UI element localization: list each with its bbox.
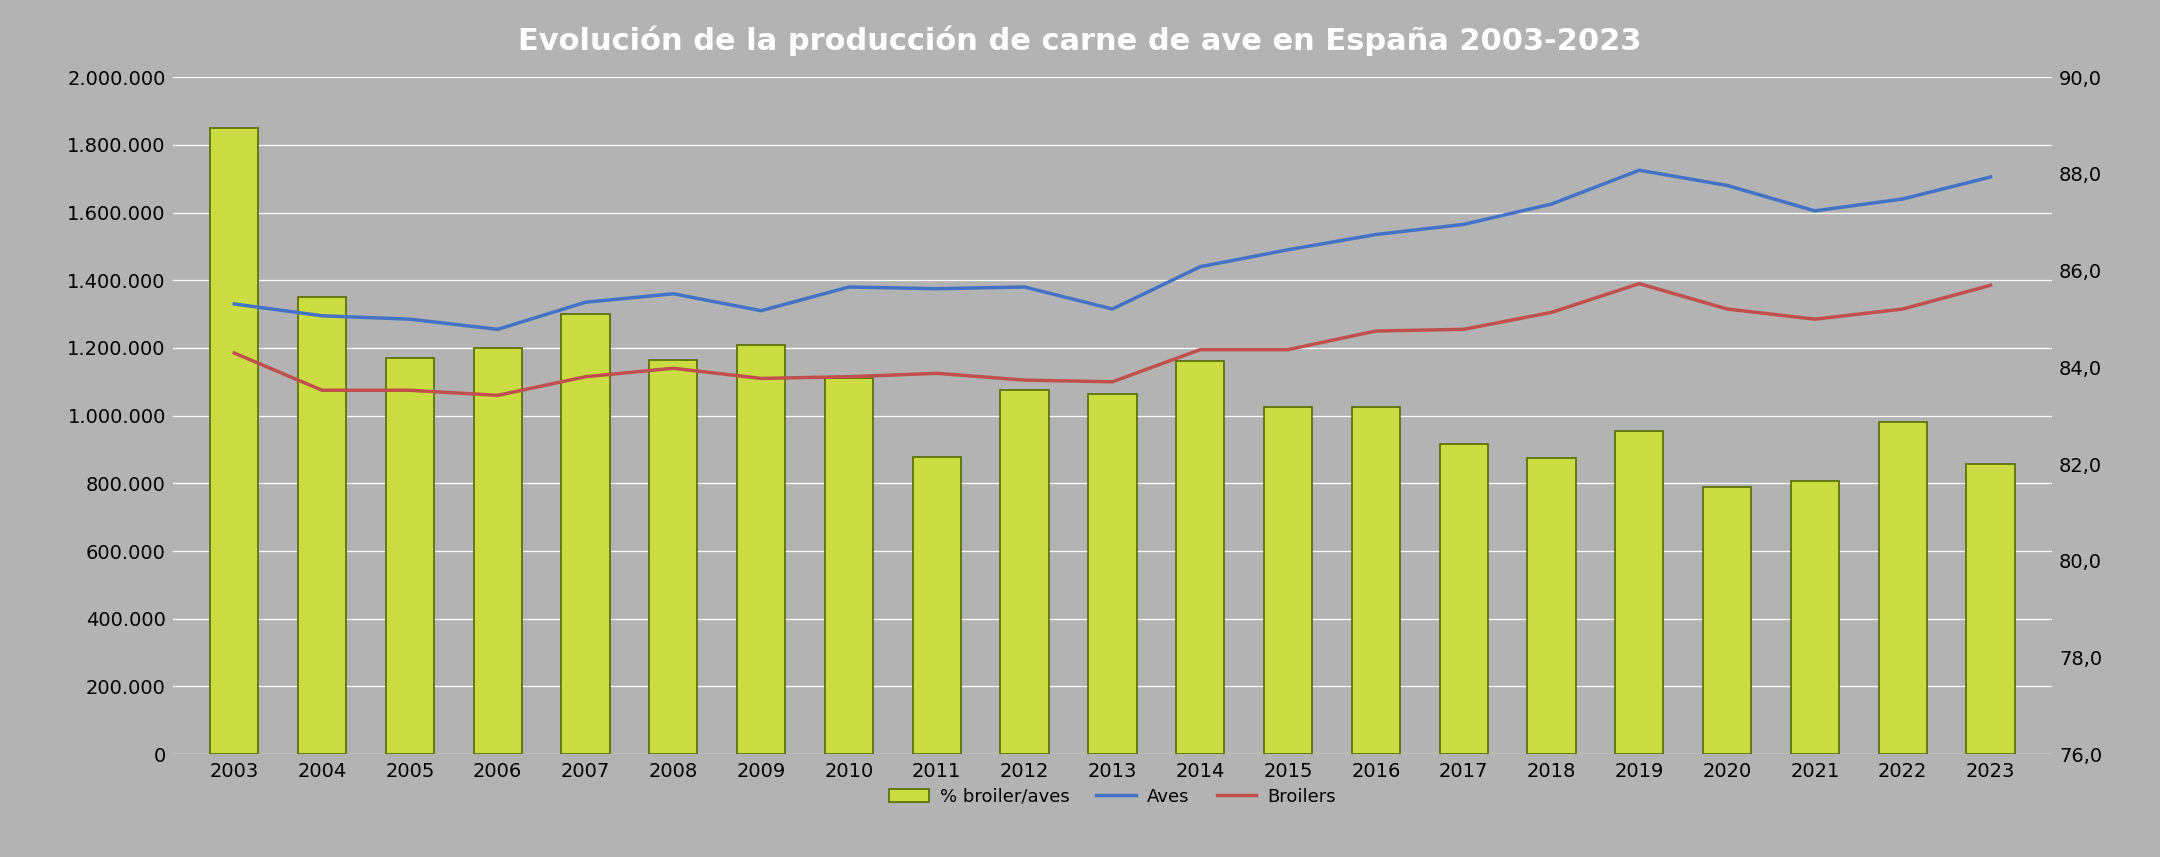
Legend: % broiler/aves, Aves, Broilers: % broiler/aves, Aves, Broilers: [881, 781, 1344, 812]
Bar: [1175, 362, 1225, 754]
Aves: [836, 282, 862, 292]
Aves: [484, 324, 510, 334]
Broilers: [1538, 308, 1564, 318]
Aves: [1890, 194, 1916, 204]
Broilers: [1801, 314, 1827, 324]
Text: Evolución de la producción de carne de ave en España 2003-2023: Evolución de la producción de carne de a…: [518, 26, 1642, 57]
Bar: [650, 360, 698, 754]
Broilers: [1715, 304, 1741, 315]
Bar: [1000, 390, 1050, 754]
Bar: [914, 457, 961, 754]
Broilers: [397, 385, 423, 395]
Broilers: [309, 385, 335, 395]
Broilers: [484, 390, 510, 400]
Aves: [1452, 219, 1477, 230]
Bar: [210, 128, 259, 754]
Bar: [562, 315, 609, 754]
Bar: [387, 358, 434, 754]
Aves: [1979, 172, 2004, 183]
Aves: [1274, 244, 1300, 255]
Aves: [572, 297, 598, 308]
Broilers: [1188, 345, 1214, 355]
Bar: [1616, 431, 1663, 754]
Aves: [1538, 199, 1564, 209]
Aves: [1011, 282, 1037, 292]
Aves: [1099, 304, 1125, 315]
Broilers: [924, 369, 950, 379]
Aves: [747, 306, 773, 316]
Bar: [737, 345, 786, 754]
Bar: [1702, 488, 1752, 754]
Aves: [309, 310, 335, 321]
Broilers: [747, 374, 773, 384]
Broilers: [1452, 324, 1477, 334]
Broilers: [220, 348, 246, 358]
Broilers: [1274, 345, 1300, 355]
Bar: [1879, 423, 1927, 754]
Aves: [1188, 261, 1214, 272]
Aves: [924, 284, 950, 294]
Line: Aves: Aves: [233, 171, 1992, 329]
Broilers: [1890, 304, 1916, 315]
Bar: [1264, 407, 1311, 754]
Aves: [1363, 230, 1389, 240]
Broilers: [1011, 375, 1037, 386]
Aves: [1715, 180, 1741, 190]
Aves: [397, 314, 423, 324]
Broilers: [1363, 326, 1389, 336]
Aves: [661, 289, 687, 299]
Bar: [1439, 445, 1488, 754]
Bar: [1089, 393, 1136, 754]
Broilers: [572, 372, 598, 382]
Broilers: [661, 363, 687, 374]
Bar: [1966, 464, 2015, 754]
Line: Broilers: Broilers: [233, 284, 1992, 395]
Aves: [1801, 206, 1827, 216]
Bar: [1352, 407, 1400, 754]
Aves: [1626, 165, 1652, 176]
Bar: [298, 297, 346, 754]
Bar: [1791, 481, 1838, 754]
Broilers: [1979, 280, 2004, 291]
Bar: [473, 348, 523, 754]
Bar: [825, 379, 873, 754]
Broilers: [836, 372, 862, 382]
Broilers: [1099, 377, 1125, 387]
Bar: [1527, 458, 1575, 754]
Broilers: [1626, 279, 1652, 289]
Aves: [220, 299, 246, 309]
